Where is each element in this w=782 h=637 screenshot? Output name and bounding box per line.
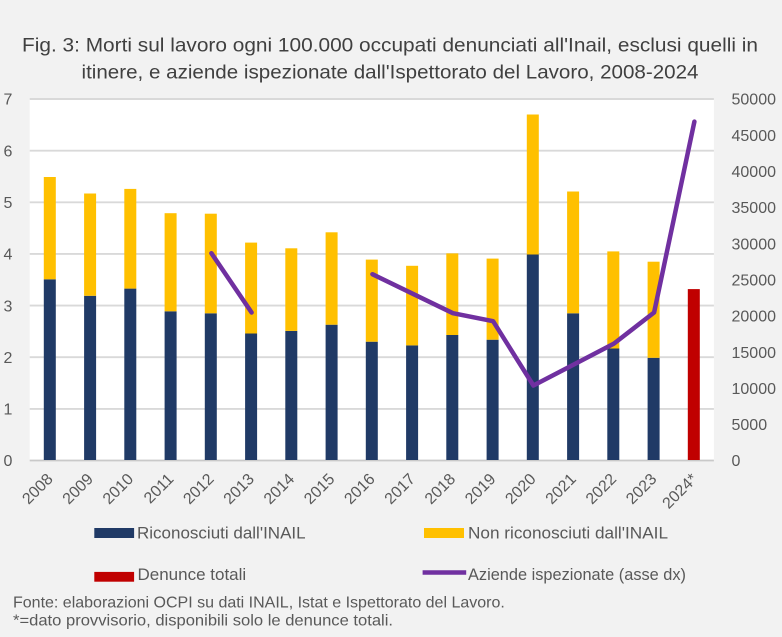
svg-text:1: 1 xyxy=(4,402,13,419)
svg-text:0: 0 xyxy=(732,453,741,470)
svg-text:4: 4 xyxy=(4,247,13,264)
svg-text:2: 2 xyxy=(4,350,13,367)
svg-text:6: 6 xyxy=(4,143,13,160)
svg-text:40000: 40000 xyxy=(732,164,777,181)
svg-text:30000: 30000 xyxy=(732,236,777,253)
svg-text:Non riconosciuti dall'INAIL: Non riconosciuti dall'INAIL xyxy=(468,524,668,543)
svg-text:5: 5 xyxy=(4,195,13,212)
svg-text:Aziende ispezionate (asse dx): Aziende ispezionate (asse dx) xyxy=(468,565,686,584)
svg-text:35000: 35000 xyxy=(732,200,777,217)
svg-text:15000: 15000 xyxy=(732,345,777,362)
svg-text:*=dato provvisorio, disponibil: *=dato provvisorio, disponibili solo le … xyxy=(13,613,393,630)
svg-text:3: 3 xyxy=(4,298,13,315)
svg-text:Denunce totali: Denunce totali xyxy=(138,565,247,584)
svg-text:0: 0 xyxy=(4,453,13,470)
svg-text:7: 7 xyxy=(4,92,13,109)
svg-text:50000: 50000 xyxy=(732,92,777,109)
svg-text:Fonte: elaborazioni OCPI su da: Fonte: elaborazioni OCPI su dati INAIL, … xyxy=(13,595,505,612)
svg-text:45000: 45000 xyxy=(732,128,777,145)
svg-text:20000: 20000 xyxy=(732,309,777,326)
svg-text:25000: 25000 xyxy=(732,273,777,290)
svg-text:itinere, e aziende ispezionate: itinere, e aziende ispezionate dall'Ispe… xyxy=(82,62,699,84)
svg-text:Fig. 3: Morti sul lavoro ogni: Fig. 3: Morti sul lavoro ogni 100.000 oc… xyxy=(22,35,758,57)
svg-text:Riconosciuti dall'INAIL: Riconosciuti dall'INAIL xyxy=(137,524,306,543)
svg-text:10000: 10000 xyxy=(732,381,777,398)
svg-text:5000: 5000 xyxy=(732,417,768,434)
